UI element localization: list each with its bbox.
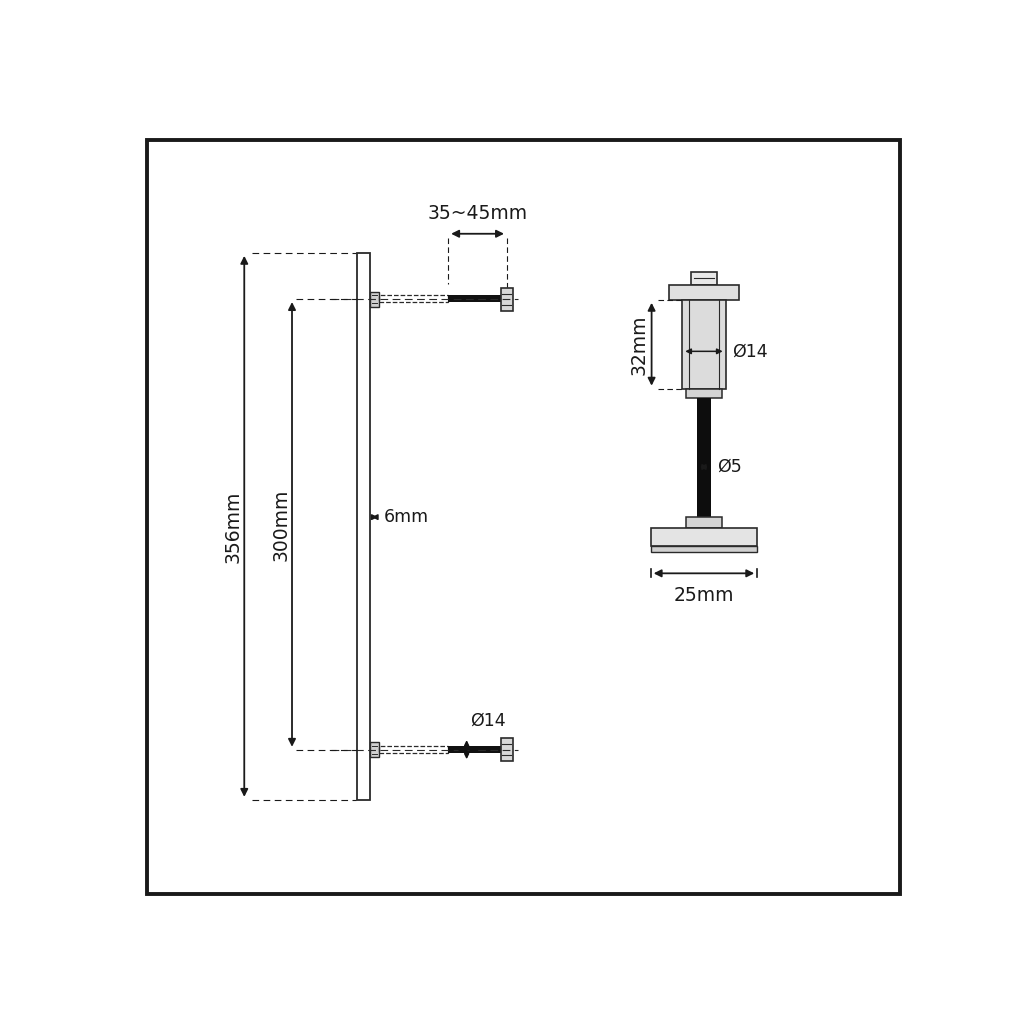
Bar: [379, 295, 449, 302]
Text: 25mm: 25mm: [673, 586, 734, 604]
Bar: [370, 292, 379, 307]
Bar: [651, 528, 757, 547]
Text: 356mm: 356mm: [224, 490, 243, 562]
Bar: [370, 742, 379, 758]
Text: Ø5: Ø5: [717, 458, 742, 476]
Text: Ø14: Ø14: [470, 712, 506, 729]
Text: 32mm: 32mm: [630, 314, 649, 375]
Text: Ø14: Ø14: [732, 342, 768, 360]
Bar: [697, 397, 711, 517]
Text: 300mm: 300mm: [272, 488, 290, 560]
Bar: [449, 295, 501, 302]
Bar: [669, 285, 739, 300]
Bar: [651, 547, 757, 552]
Bar: [379, 745, 449, 753]
Bar: [501, 738, 513, 761]
Bar: [686, 388, 722, 397]
Bar: [691, 272, 717, 285]
Text: 35~45mm: 35~45mm: [427, 204, 527, 223]
Bar: [501, 288, 513, 310]
Bar: [686, 517, 722, 528]
Bar: [358, 253, 370, 800]
Text: 6mm: 6mm: [383, 508, 429, 526]
Bar: [449, 745, 501, 753]
Bar: [683, 300, 726, 388]
